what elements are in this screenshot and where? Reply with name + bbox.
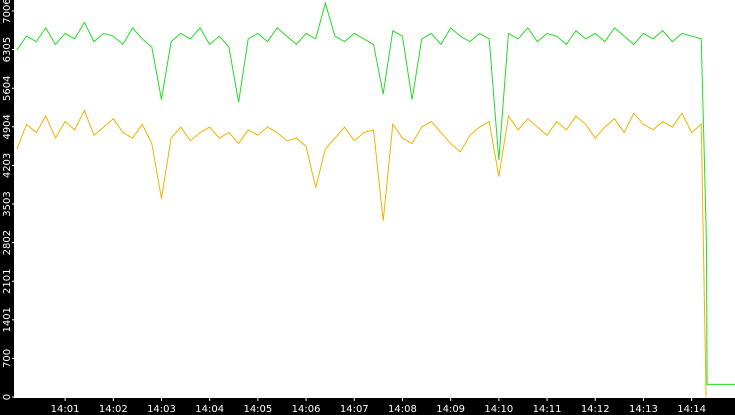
x-tick-label: 14:02 xyxy=(99,404,128,415)
x-tick-label: 14:03 xyxy=(147,404,176,415)
x-tick-label: 14:04 xyxy=(195,404,224,415)
y-tick-label: 7006 xyxy=(2,0,13,24)
y-tick-label: 3503 xyxy=(2,191,13,216)
x-tick-label: 14:01 xyxy=(51,404,80,415)
plot-area xyxy=(14,0,735,398)
x-tick-label: 14:09 xyxy=(436,404,465,415)
x-tick-label: 14:05 xyxy=(243,404,272,415)
series-line xyxy=(16,1,735,385)
y-tick-label: 1401 xyxy=(2,307,13,332)
x-tick-label: 14:13 xyxy=(629,404,658,415)
y-tick-label: 700 xyxy=(2,349,13,368)
y-tick-label: 4904 xyxy=(2,114,13,139)
y-tick-label: 0 xyxy=(2,394,13,400)
y-tick-label: 2101 xyxy=(2,269,13,294)
y-tick-label: 4203 xyxy=(2,153,13,178)
x-tick-label: 14:10 xyxy=(484,404,513,415)
x-tick-label: 14:06 xyxy=(292,404,321,415)
y-tick-label: 2802 xyxy=(2,230,13,255)
x-tick-label: 14:14 xyxy=(677,404,706,415)
series-line xyxy=(16,109,707,398)
y-tick-label: 5604 xyxy=(2,76,13,101)
x-tick-label: 14:07 xyxy=(340,404,369,415)
x-tick-label: 14:11 xyxy=(533,404,562,415)
x-tick-label: 14:12 xyxy=(581,404,610,415)
x-tick-label: 14:08 xyxy=(388,404,417,415)
y-tick-label: 6305 xyxy=(2,37,13,62)
